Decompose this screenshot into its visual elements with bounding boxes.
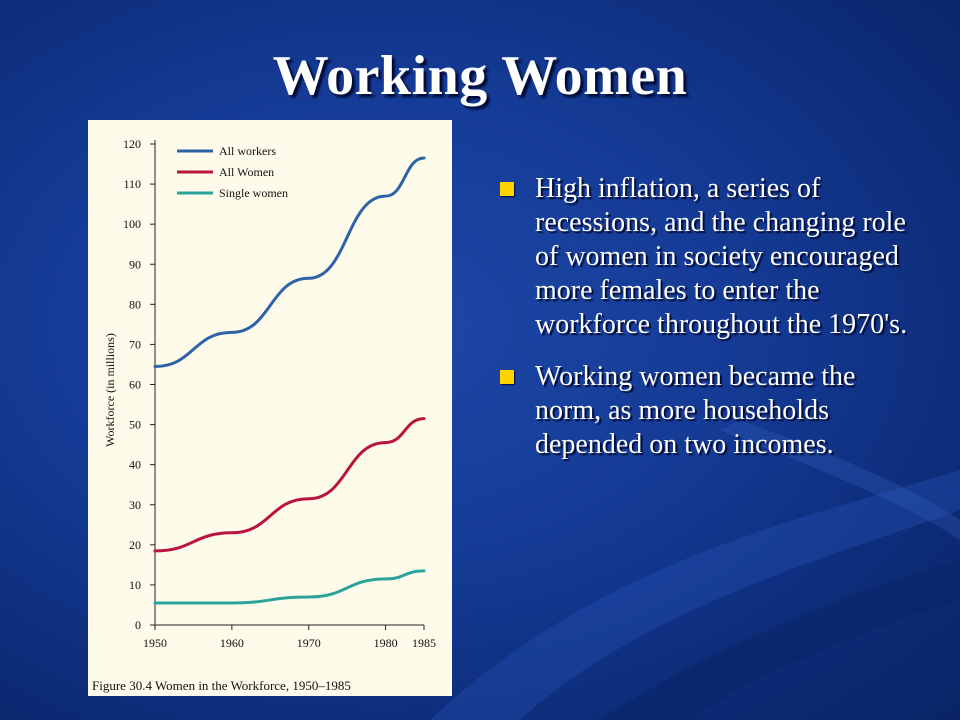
chart-legend: All workers All Women Single women (177, 144, 288, 200)
y-tick-label: 50 (129, 418, 141, 432)
y-ticks: 0 10 20 30 40 50 60 70 80 90 100 110 120 (123, 137, 155, 632)
x-ticks: 1950 1960 1970 1980 1985 (143, 625, 436, 650)
y-tick-label: 40 (129, 458, 141, 472)
bullet-list: High inflation, a series of recessions, … (500, 172, 910, 480)
y-axis-label: Workforce (in millions) (103, 333, 117, 447)
square-bullet-icon (500, 182, 514, 196)
chart-panel: Workforce (in millions) 0 10 20 30 40 50 60 70 8… (88, 120, 452, 696)
y-tick-label: 60 (129, 378, 141, 392)
square-bullet-icon (500, 370, 514, 384)
series-line-all-workers (153, 156, 426, 368)
x-tick-label: 1950 (143, 636, 167, 650)
slide-title: Working Women (272, 45, 688, 107)
y-tick-label: 70 (129, 337, 141, 351)
x-tick-label: 1960 (220, 636, 244, 650)
series-line-all-women (153, 417, 426, 553)
y-tick-label: 20 (129, 538, 141, 552)
series-lines (153, 156, 426, 605)
bullet-item: Working women became the norm, as more h… (500, 360, 910, 462)
x-tick-label: 1985 (412, 636, 436, 650)
y-tick-label: 0 (135, 618, 141, 632)
legend-label: All workers (219, 144, 276, 158)
x-tick-label: 1970 (297, 636, 321, 650)
y-tick-label: 90 (129, 257, 141, 271)
series-line-single-women (153, 569, 426, 605)
y-tick-label: 80 (129, 297, 141, 311)
y-tick-label: 110 (123, 177, 141, 191)
chart-axes (154, 140, 424, 626)
y-tick-label: 120 (123, 137, 141, 151)
y-tick-label: 30 (129, 498, 141, 512)
figure-caption: Figure 30.4 Women in the Workforce, 1950… (92, 678, 351, 693)
legend-label: All Women (219, 165, 274, 179)
y-tick-label: 100 (123, 217, 141, 231)
bullet-text: Working women became the norm, as more h… (535, 361, 856, 460)
line-chart: Workforce (in millions) 0 10 20 30 40 50 60 70 8… (103, 137, 436, 650)
x-tick-label: 1980 (374, 636, 398, 650)
y-tick-label: 10 (129, 578, 141, 592)
legend-label: Single women (219, 186, 288, 200)
bullet-item: High inflation, a series of recessions, … (500, 172, 910, 342)
bullet-text: High inflation, a series of recessions, … (535, 173, 908, 340)
y-axis-label-group: Workforce (in millions) (103, 333, 117, 447)
